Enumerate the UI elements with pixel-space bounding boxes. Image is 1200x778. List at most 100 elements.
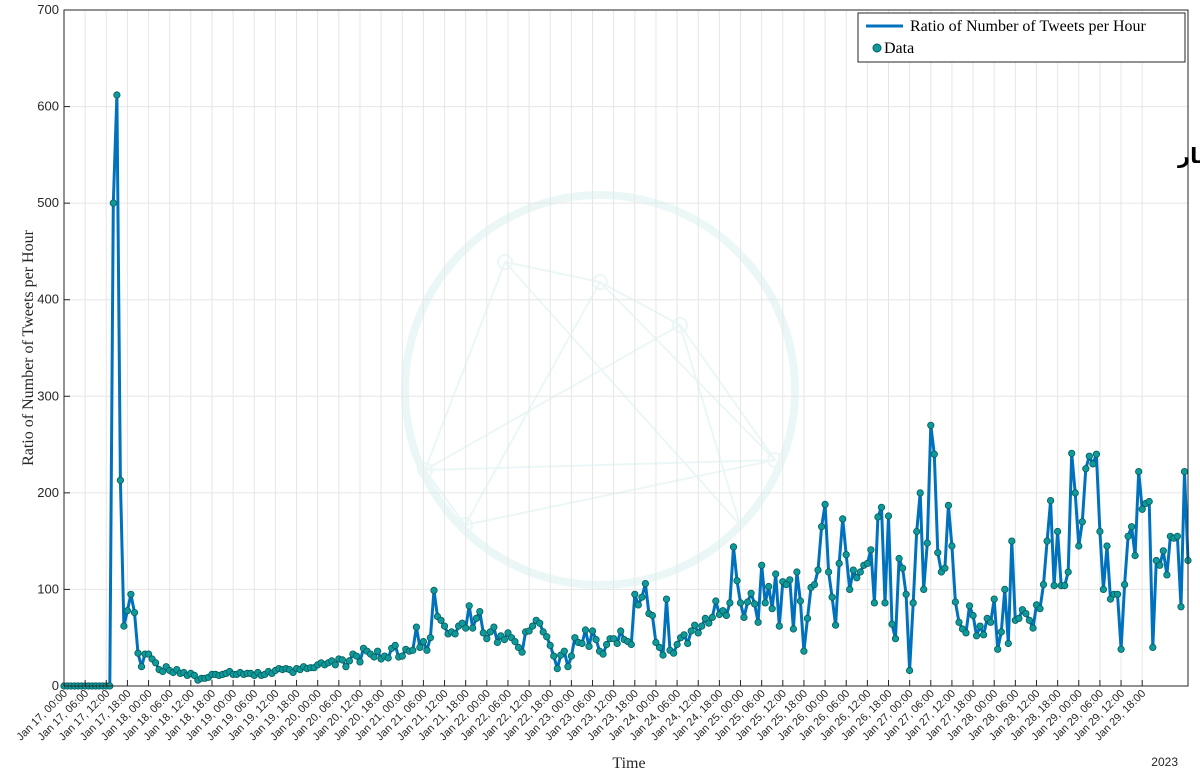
data-point <box>754 618 762 626</box>
data-point <box>1036 605 1044 613</box>
data-point <box>969 611 977 620</box>
y-tick-label: 0 <box>52 678 59 693</box>
data-point <box>331 661 339 669</box>
data-point <box>1075 542 1083 550</box>
data-point <box>877 503 886 511</box>
y-tick-label: 100 <box>37 581 59 596</box>
data-point <box>1008 537 1016 545</box>
data-point <box>743 598 752 606</box>
x-axis-label: Time <box>612 755 645 772</box>
data-point <box>416 643 424 652</box>
data-point <box>997 628 1005 636</box>
data-point <box>1096 527 1104 536</box>
data-point <box>761 599 769 607</box>
data-point <box>137 663 146 671</box>
data-point <box>641 579 650 588</box>
plot-frame <box>63 9 1189 687</box>
data-point <box>588 627 597 635</box>
data-point <box>469 624 477 632</box>
legend: Ratio of Number of Tweets per Hour Data <box>857 12 1186 63</box>
data-point <box>476 607 484 616</box>
data-point <box>581 626 590 634</box>
legend-line-label: Ratio of Number of Tweets per Hour <box>910 18 1147 35</box>
data-point <box>465 602 473 610</box>
data-point <box>898 564 907 572</box>
data-point <box>451 630 459 638</box>
data-point <box>1159 547 1167 555</box>
data-point <box>483 635 491 643</box>
data-point <box>927 421 935 429</box>
data-point <box>528 622 537 630</box>
data-point <box>976 622 984 630</box>
data-point <box>722 611 731 620</box>
data-point <box>511 637 519 646</box>
data-point <box>817 523 826 531</box>
data-point <box>1089 460 1097 468</box>
data-point <box>1001 585 1009 594</box>
data-point <box>1054 527 1062 536</box>
data-point <box>909 599 917 607</box>
data-point <box>1113 590 1122 598</box>
data-point <box>1152 556 1160 565</box>
data-point <box>994 645 1002 653</box>
data-point <box>987 618 995 626</box>
data-point <box>874 513 882 521</box>
data-point <box>578 639 586 648</box>
data-point <box>1025 616 1034 624</box>
data-point <box>965 602 974 610</box>
data-point <box>1047 496 1055 505</box>
data-point <box>941 564 949 572</box>
data-point <box>1117 645 1125 653</box>
data-point <box>486 628 494 636</box>
data-point <box>493 638 501 647</box>
data-point <box>1156 561 1164 569</box>
data-point <box>134 649 142 657</box>
data-point <box>669 649 678 657</box>
data-point <box>705 619 713 627</box>
data-point <box>1064 568 1072 576</box>
data-point <box>610 635 618 643</box>
data-point <box>747 589 755 597</box>
data-point <box>1163 571 1171 579</box>
data-point <box>145 650 153 658</box>
data-point <box>1177 603 1185 611</box>
data-point <box>800 647 808 655</box>
y-axis-label: Ratio of Number of Tweets per Hour <box>20 229 37 466</box>
data-point <box>655 643 664 652</box>
data-point <box>564 663 572 671</box>
data-point <box>814 566 822 574</box>
data-point <box>109 199 117 207</box>
data-point <box>789 625 798 633</box>
data-point <box>419 637 427 646</box>
data-point <box>652 638 660 647</box>
data-point <box>729 543 738 551</box>
data-point <box>462 624 470 632</box>
year-label: 2023 <box>1151 755 1178 769</box>
data-point <box>338 656 346 664</box>
data-point <box>828 593 836 601</box>
data-point <box>758 561 766 569</box>
data-point <box>1085 452 1093 460</box>
data-point <box>835 559 843 568</box>
data-point <box>775 622 783 630</box>
data-point <box>684 639 692 648</box>
data-point <box>113 91 121 99</box>
data-point <box>412 623 420 631</box>
data-point <box>1121 580 1129 589</box>
data-point <box>546 641 554 650</box>
data-point <box>458 619 466 627</box>
data-point <box>159 667 167 676</box>
data-point <box>1138 505 1146 513</box>
legend-box <box>857 12 1186 63</box>
data-point <box>525 627 533 635</box>
data-point <box>944 501 953 509</box>
series-markers-group <box>60 91 1192 690</box>
data-point <box>765 582 773 591</box>
data-point <box>1015 614 1023 623</box>
data-point <box>631 590 639 598</box>
data-point <box>409 646 417 654</box>
data-point <box>750 600 759 608</box>
data-point <box>648 611 657 620</box>
data-point <box>602 640 611 649</box>
